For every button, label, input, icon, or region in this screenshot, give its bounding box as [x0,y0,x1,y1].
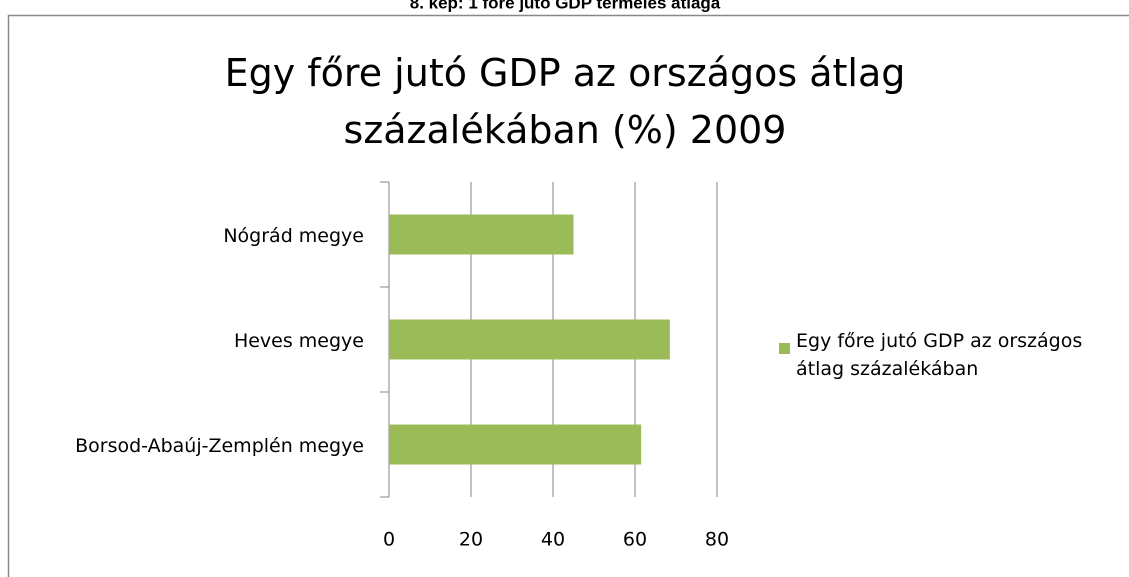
legend-box: Egy főre jutó GDP az országos átlag száz… [796,330,1083,380]
title-box: Egy főre jutó GDP az országos átlag száz… [224,51,906,152]
x-tick-label: 40 [541,529,565,551]
caption: 8. kép: 1 főre jutó GDP termelés átlaga [410,0,721,12]
x-tick-label: 0 [383,529,395,551]
legend-label: Egy főre jutó GDP az országos átlag száz… [796,330,1083,380]
chart-title: Egy főre jutó GDP az országos átlag száz… [224,51,906,152]
bar [389,319,670,360]
y-tick-label: Nógrád megye [223,225,364,247]
x-tick-label: 20 [459,529,483,551]
x-tick-label: 60 [623,529,647,551]
y-tick-label: Borsod-Abaúj-Zemplén megye [75,435,364,457]
bar [389,214,574,255]
y-tick-label: Heves megye [234,330,364,352]
legend-swatch [779,343,790,354]
chart-border [7,14,1129,577]
bar [389,424,642,465]
x-tick-label: 80 [705,529,729,551]
